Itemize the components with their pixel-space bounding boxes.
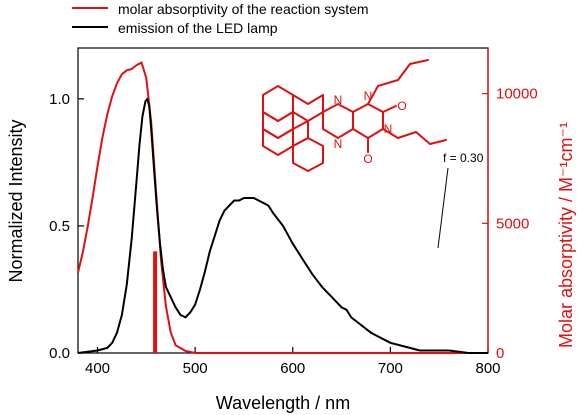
plot-frame bbox=[77, 47, 489, 354]
atom-n-right-bottom: N bbox=[384, 122, 393, 136]
emission-line bbox=[77, 97, 488, 354]
axis-ticks: 400 500 600 700 800 0.0 0.5 1.0 0 5000 10000 bbox=[49, 48, 538, 377]
x-tick-label: 400 bbox=[85, 360, 110, 377]
x-tick-label: 700 bbox=[378, 360, 403, 377]
fraction-annotation: f = 0.30 bbox=[443, 151, 484, 165]
x-tick-label: 800 bbox=[475, 360, 500, 377]
y2-tick-label: 0 bbox=[496, 345, 504, 362]
atom-o-top: O bbox=[397, 99, 406, 113]
absorption-line bbox=[77, 61, 488, 354]
x-tick-label: 500 bbox=[183, 360, 208, 377]
atom-n-bottom: N bbox=[334, 137, 343, 151]
legend-label-emission: emission of the LED lamp bbox=[118, 20, 278, 36]
legend: molar absorptivity of the reaction syste… bbox=[72, 1, 369, 36]
atom-n-right-top: N bbox=[364, 89, 373, 103]
series-layer bbox=[77, 61, 488, 354]
y2-tick-label: 10000 bbox=[496, 86, 538, 103]
molecule-atom-labels: N N N N O O bbox=[334, 89, 407, 166]
molecule-structure bbox=[262, 59, 447, 172]
x-tick-label: 600 bbox=[280, 360, 305, 377]
annotation-leader bbox=[437, 167, 449, 249]
y2-tick-label: 5000 bbox=[496, 215, 529, 232]
y-tick-label: 0.0 bbox=[49, 345, 70, 362]
y2-axis-title: Molar absorptivity / M⁻¹cm⁻¹ bbox=[556, 122, 576, 348]
atom-n-top: N bbox=[334, 93, 343, 107]
y-tick-label: 0.5 bbox=[49, 218, 70, 235]
y-axis-title: Normalized Intensity bbox=[6, 119, 26, 282]
x-axis-title: Wavelength / nm bbox=[216, 393, 350, 413]
atom-o-bottom: O bbox=[363, 152, 372, 166]
legend-label-absorption: molar absorptivity of the reaction syste… bbox=[118, 1, 369, 17]
fraction-bar bbox=[153, 251, 158, 353]
y-tick-label: 1.0 bbox=[49, 91, 70, 108]
